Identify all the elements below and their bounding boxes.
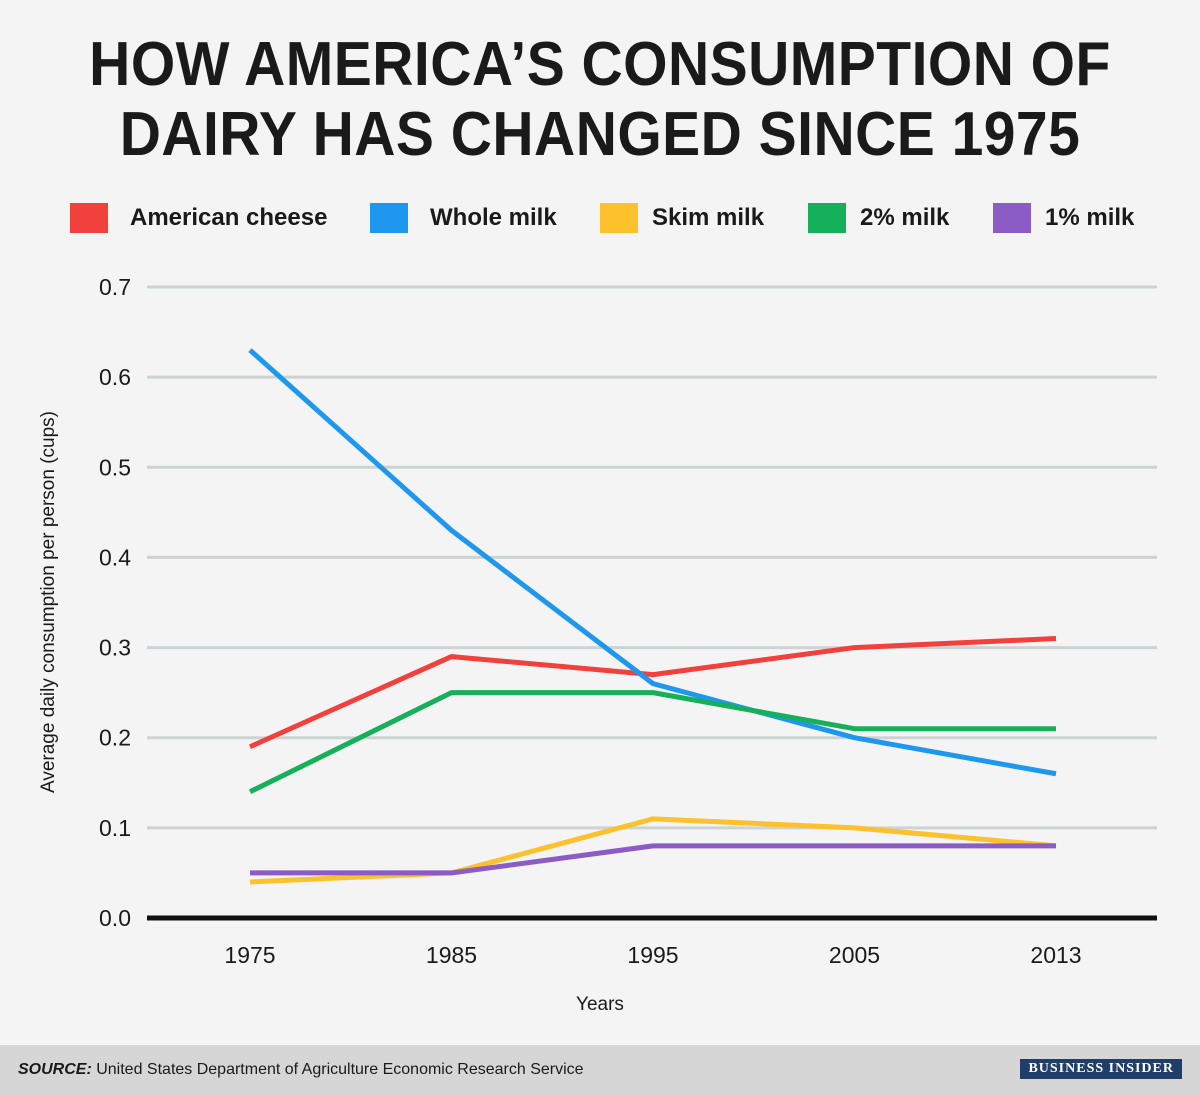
y-axis-title: Average daily consumption per person (cu… — [38, 411, 59, 793]
y-tick-label: 0.1 — [99, 815, 131, 841]
x-axis-title: Years — [576, 994, 624, 1015]
series-line-skim-milk — [249, 816, 1057, 885]
y-tick-label: 0.5 — [99, 454, 131, 480]
legend-swatch-1pct-milk — [993, 203, 1031, 233]
y-tick-label: 0.0 — [99, 905, 131, 931]
legend-swatch-whole-milk — [370, 203, 408, 233]
y-tick-label: 0.7 — [99, 274, 131, 300]
series-line-whole-milk — [248, 348, 1057, 777]
x-tick-label: 2005 — [829, 942, 880, 968]
legend-label-american-cheese: American cheese — [130, 204, 328, 231]
x-tick-label: 1985 — [426, 942, 477, 968]
y-tick-labels: 0.0 0.1 0.2 0.3 0.4 0.5 0.6 0.7 — [99, 274, 131, 931]
legend-label-1pct-milk: 1% milk — [1045, 204, 1135, 231]
legend-label-whole-milk: Whole milk — [430, 204, 557, 231]
x-tick-label: 1995 — [627, 942, 678, 968]
y-tick-label: 0.6 — [99, 364, 131, 390]
series-line-american-cheese — [248, 636, 1057, 750]
x-tick-labels: 1975 1985 1995 2005 2013 — [224, 942, 1081, 968]
legend-label-2pct-milk: 2% milk — [860, 204, 950, 231]
legend-swatch-american-cheese — [70, 203, 108, 233]
y-tick-label: 0.2 — [99, 725, 131, 751]
legend-item-2pct-milk: 2% milk — [808, 198, 949, 238]
y-tick-label: 0.3 — [99, 635, 131, 661]
legend-item-american-cheese: American cheese — [70, 198, 327, 238]
y-tick-label: 0.4 — [99, 544, 131, 570]
source-text: United States Department of Agriculture … — [91, 1061, 584, 1078]
x-tick-label: 1975 — [224, 942, 275, 968]
series-line-1pct-milk — [250, 843, 1056, 876]
legend-swatch-skim-milk — [600, 203, 638, 233]
series-lines — [248, 348, 1057, 885]
source-note: SOURCE: United States Department of Agri… — [18, 1061, 584, 1079]
series-line-2pct-milk — [248, 690, 1056, 795]
x-tick-label: 2013 — [1030, 942, 1081, 968]
legend-label-skim-milk: Skim milk — [652, 204, 765, 231]
source-key: SOURCE: — [18, 1061, 92, 1078]
chart-title: HOW AMERICA’S CONSUMPTION OF DAIRY HAS C… — [48, 30, 1152, 170]
chart-title-line-1: HOW AMERICA’S CONSUMPTION OF — [89, 30, 1111, 99]
chart-title-line-2: DAIRY HAS CHANGED SINCE 1975 — [119, 100, 1081, 169]
chart-legend: American cheese Whole milk Skim milk 2% … — [0, 198, 1200, 238]
legend-item-skim-milk: Skim milk — [600, 198, 764, 238]
legend-swatch-2pct-milk — [808, 203, 846, 233]
footer-bar: SOURCE: United States Department of Agri… — [0, 1045, 1200, 1096]
legend-item-1pct-milk: 1% milk — [993, 198, 1134, 238]
business-insider-logo: BUSINESS INSIDER — [1020, 1059, 1182, 1079]
line-chart: 0.0 0.1 0.2 0.3 0.4 0.5 0.6 0.7 1975 1985 1995 200… — [38, 274, 1157, 1015]
gridlines — [147, 285, 1157, 830]
legend-item-whole-milk: Whole milk — [370, 198, 557, 238]
